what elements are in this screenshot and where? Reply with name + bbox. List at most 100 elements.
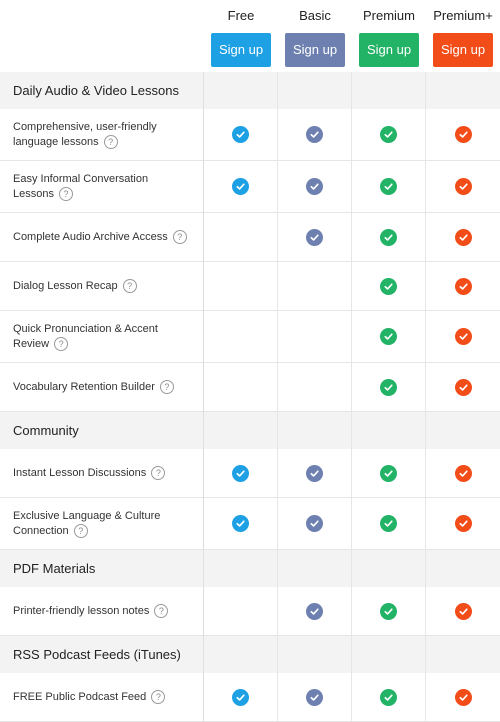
feature-cell-free bbox=[204, 587, 278, 636]
feature-cell-free bbox=[204, 161, 278, 213]
feature-label-line: Dialog Lesson Recap bbox=[13, 279, 118, 292]
feature-label: Quick Pronunciation & Accent Review ? bbox=[0, 311, 204, 363]
feature-cell-free bbox=[204, 311, 278, 363]
feature-cell-premium_plus bbox=[426, 587, 500, 636]
check-icon bbox=[232, 688, 249, 706]
feature-cell-premium bbox=[352, 587, 426, 636]
check-icon bbox=[380, 178, 397, 195]
feature-label-line: Review bbox=[13, 337, 50, 350]
feature-cell-basic bbox=[278, 161, 352, 213]
help-icon[interactable]: ? bbox=[159, 379, 174, 394]
help-icon[interactable]: ? bbox=[103, 134, 118, 149]
feature-cell-premium_plus bbox=[426, 498, 500, 550]
feature-label-text: FREE Public Podcast Feed ? bbox=[13, 689, 166, 705]
section-title: Community bbox=[0, 412, 204, 449]
feature-cell-premium_plus bbox=[426, 449, 500, 498]
check-icon bbox=[306, 464, 323, 482]
feature-cell-premium_plus bbox=[426, 311, 500, 363]
help-icon[interactable]: ? bbox=[54, 336, 69, 351]
feature-cell-premium bbox=[352, 498, 426, 550]
feature-label-line: Quick Pronunciation & Accent bbox=[13, 322, 158, 335]
check-icon bbox=[454, 277, 472, 295]
check-icon bbox=[380, 126, 397, 143]
check-icon bbox=[306, 688, 323, 706]
check-icon bbox=[380, 378, 397, 396]
feature-label: Easy Informal Conversation Lessons ? bbox=[0, 161, 204, 213]
section-cell bbox=[278, 636, 352, 673]
help-icon[interactable]: ? bbox=[122, 278, 137, 293]
feature-label-line: Exclusive Language & Culture bbox=[13, 509, 161, 522]
feature-cell-free bbox=[204, 673, 278, 722]
feature-cell-premium bbox=[352, 213, 426, 262]
check-icon bbox=[454, 464, 472, 482]
section-title: Daily Audio & Video Lessons bbox=[0, 72, 204, 109]
help-icon[interactable]: ? bbox=[154, 603, 169, 618]
feature-cell-premium_plus bbox=[426, 262, 500, 311]
check-icon bbox=[380, 688, 397, 706]
section-cell bbox=[426, 72, 500, 109]
check-icon bbox=[454, 688, 472, 706]
feature-label-line: Vocabulary Retention Builder bbox=[13, 380, 155, 393]
feature-label: Dialog Lesson Recap ? bbox=[0, 262, 204, 311]
check-icon bbox=[454, 602, 472, 620]
feature-label: FREE Public Podcast Feed ? bbox=[0, 673, 204, 722]
section-cell bbox=[426, 550, 500, 587]
feature-label-text: Vocabulary Retention Builder ? bbox=[13, 379, 174, 395]
plan-header-free: Free Sign up bbox=[204, 0, 278, 72]
check-icon bbox=[380, 602, 397, 620]
feature-cell-premium bbox=[352, 109, 426, 161]
section-cell bbox=[352, 550, 426, 587]
check-icon bbox=[380, 515, 397, 532]
check-icon bbox=[306, 178, 323, 195]
feature-cell-basic bbox=[278, 498, 352, 550]
check-icon bbox=[306, 228, 323, 246]
help-icon[interactable]: ? bbox=[73, 523, 88, 538]
signup-button-premium[interactable]: Sign up bbox=[359, 33, 419, 67]
check-icon bbox=[306, 602, 323, 620]
feature-cell-premium bbox=[352, 161, 426, 213]
feature-cell-free bbox=[204, 109, 278, 161]
feature-label-text: Printer-friendly lesson notes ? bbox=[13, 603, 169, 619]
feature-cell-basic bbox=[278, 363, 352, 412]
feature-label-line: Easy Informal Conversation bbox=[13, 172, 149, 185]
feature-cell-basic bbox=[278, 673, 352, 722]
feature-cell-premium_plus bbox=[426, 673, 500, 722]
signup-button-basic[interactable]: Sign up bbox=[285, 33, 345, 67]
feature-cell-free bbox=[204, 449, 278, 498]
feature-label: Instant Lesson Discussions ? bbox=[0, 449, 204, 498]
plan-name: Premium bbox=[362, 8, 415, 23]
feature-label-text: Quick Pronunciation & Accent Review ? bbox=[13, 322, 158, 352]
section-cell bbox=[278, 550, 352, 587]
feature-cell-premium bbox=[352, 262, 426, 311]
feature-cell-premium_plus bbox=[426, 363, 500, 412]
check-icon bbox=[232, 126, 249, 143]
feature-label-text: Complete Audio Archive Access ? bbox=[13, 229, 187, 245]
section-title: RSS Podcast Feeds (iTunes) bbox=[0, 636, 204, 673]
section-cell bbox=[204, 636, 278, 673]
feature-label: Exclusive Language & Culture Connection ? bbox=[0, 498, 204, 550]
feature-label: Printer-friendly lesson notes ? bbox=[0, 587, 204, 636]
feature-cell-basic bbox=[278, 311, 352, 363]
help-icon[interactable]: ? bbox=[59, 186, 74, 201]
plan-name: Premium+ bbox=[433, 8, 493, 23]
feature-label: Complete Audio Archive Access ? bbox=[0, 213, 204, 262]
section-cell bbox=[204, 550, 278, 587]
help-icon[interactable]: ? bbox=[151, 465, 166, 480]
feature-cell-premium_plus bbox=[426, 109, 500, 161]
signup-button-premium_plus[interactable]: Sign up bbox=[433, 33, 493, 67]
feature-cell-basic bbox=[278, 109, 352, 161]
feature-label: Comprehensive, user-friendly language les… bbox=[0, 109, 204, 161]
feature-label-line: Lessons bbox=[13, 187, 54, 200]
section-cell bbox=[352, 412, 426, 449]
check-icon bbox=[232, 178, 249, 195]
feature-cell-basic bbox=[278, 587, 352, 636]
check-icon bbox=[454, 178, 472, 195]
feature-label-text: Dialog Lesson Recap ? bbox=[13, 278, 137, 294]
feature-label-line: language lessons bbox=[13, 135, 99, 148]
feature-cell-basic bbox=[278, 449, 352, 498]
check-icon bbox=[306, 126, 323, 143]
signup-button-free[interactable]: Sign up bbox=[211, 33, 271, 67]
help-icon[interactable]: ? bbox=[151, 689, 166, 704]
help-icon[interactable]: ? bbox=[172, 229, 187, 244]
